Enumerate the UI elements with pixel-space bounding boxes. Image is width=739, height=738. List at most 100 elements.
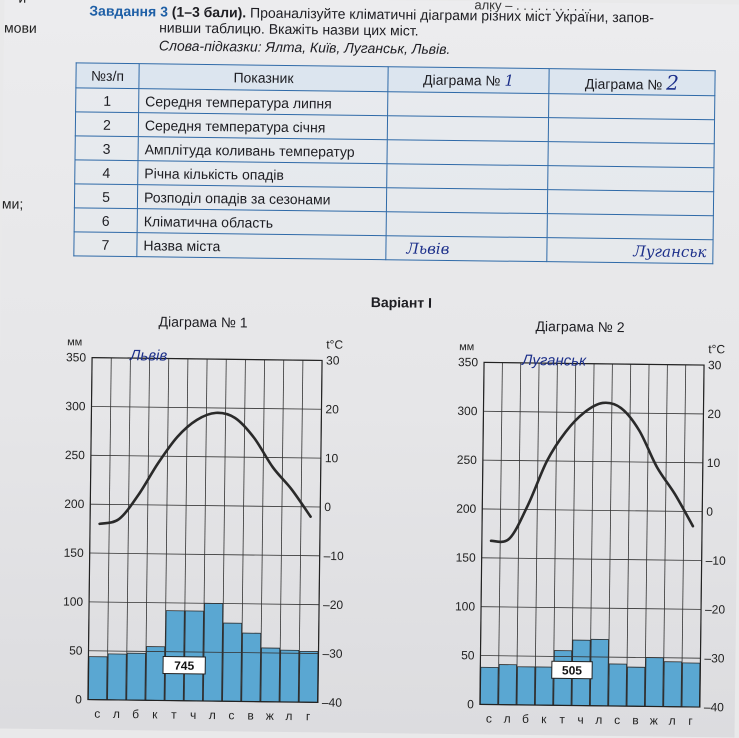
month-label: г xyxy=(688,714,693,728)
precipitation-bar xyxy=(279,649,300,703)
grid-line-vertical xyxy=(279,359,285,702)
month-label: л xyxy=(209,708,216,722)
answer-cell[interactable] xyxy=(386,163,548,190)
grid-line-vertical xyxy=(298,360,304,703)
answer-cell[interactable] xyxy=(548,117,715,144)
precipitation-bar xyxy=(644,657,664,708)
grid-line-vertical xyxy=(662,364,668,707)
grid-line-vertical xyxy=(221,359,227,702)
precipitation-bar xyxy=(589,638,609,707)
chart-2-title: Діаграма № 2 xyxy=(535,318,625,336)
month-label: т xyxy=(171,708,177,722)
row-label: Річна кількість опадів xyxy=(137,160,387,188)
month-label: к xyxy=(541,712,547,726)
grid-line-vertical xyxy=(534,363,540,706)
grid-line-horizontal xyxy=(481,557,702,561)
precipitation-bar xyxy=(88,656,108,701)
answer-cell[interactable] xyxy=(386,211,548,238)
grid-line-horizontal xyxy=(90,503,321,508)
header-indicator: Показник xyxy=(138,63,389,92)
precipitation-bar xyxy=(479,666,499,705)
row-number: 6 xyxy=(74,207,138,233)
grid-line-vertical xyxy=(259,359,265,702)
precipitation-bar xyxy=(298,650,319,703)
grid-line-horizontal xyxy=(482,508,703,513)
grid-line-horizontal xyxy=(88,650,319,654)
answer-cell[interactable] xyxy=(387,115,549,142)
grid-line-horizontal xyxy=(89,552,320,557)
month-label: л xyxy=(669,714,676,728)
month-label: ч xyxy=(577,713,583,727)
header-number: №з/п xyxy=(75,62,140,89)
row-label: Кліматична область xyxy=(137,208,387,236)
month-label: с xyxy=(614,713,620,727)
row-number: 5 xyxy=(74,183,138,209)
month-label: ж xyxy=(266,709,274,723)
right-axis-tick: 20 xyxy=(325,402,339,416)
grid-line-vertical xyxy=(516,362,522,705)
answer-cell[interactable] xyxy=(547,141,715,168)
grid-line-vertical xyxy=(164,358,170,701)
total-precipitation-value: 745 xyxy=(174,659,195,673)
left-axis-tick: 0 xyxy=(467,697,474,711)
answer-cell[interactable] xyxy=(387,91,549,118)
grid-line-vertical xyxy=(607,363,613,706)
answer-cell[interactable] xyxy=(386,187,548,214)
answer-cell[interactable]: Львів xyxy=(385,235,548,262)
month-label: б xyxy=(132,707,139,721)
grid-line-vertical xyxy=(125,358,131,701)
header-diagram-2: Діаграма № 2 xyxy=(548,68,716,96)
row-number: 7 xyxy=(73,231,138,257)
grid-line-vertical xyxy=(589,363,595,706)
variant-label: Варіант І xyxy=(370,294,433,311)
right-axis-tick: 0 xyxy=(324,500,331,514)
left-axis-tick: 350 xyxy=(458,355,479,369)
climate-chart-2: 3503002502001501005003020100–10–20–30–40… xyxy=(455,341,727,728)
grid-line-vertical xyxy=(106,357,112,700)
precipitation-bar xyxy=(241,632,262,703)
grid-line-vertical xyxy=(240,359,246,702)
precipitation-bar xyxy=(107,653,127,701)
header-hand-2: 2 xyxy=(666,70,680,95)
row-number: 2 xyxy=(75,111,139,137)
month-label: л xyxy=(504,712,511,726)
left-axis-tick: 200 xyxy=(456,502,477,516)
precipitation-bar xyxy=(663,661,682,708)
margin-text-2: ми; xyxy=(1,195,24,212)
comparison-table: №з/п Показник Діаграма № 1 Діаграма № 2 … xyxy=(73,62,716,264)
left-axis-tick: 0 xyxy=(75,692,82,706)
left-axis-unit: мм xyxy=(67,336,82,348)
answer-cell[interactable] xyxy=(547,189,714,216)
right-axis-tick: –40 xyxy=(704,700,725,714)
month-label: т xyxy=(559,712,565,726)
answer-cell[interactable] xyxy=(386,139,549,166)
margin-text-top: и xyxy=(18,0,26,6)
grid-line-horizontal xyxy=(90,454,321,459)
precipitation-bar xyxy=(145,646,166,701)
answer-cell[interactable] xyxy=(548,93,715,120)
left-axis-tick: 300 xyxy=(457,404,478,418)
temperature-curve xyxy=(489,401,695,544)
answer-cell[interactable] xyxy=(547,213,714,240)
month-label: ч xyxy=(190,708,196,722)
left-axis-tick: 250 xyxy=(65,448,86,462)
precipitation-bar xyxy=(260,647,281,703)
grid-line-horizontal xyxy=(480,655,701,659)
answer-cell[interactable] xyxy=(547,165,714,192)
precipitation-bar xyxy=(608,663,627,707)
month-label: с xyxy=(94,707,100,721)
month-label: к xyxy=(152,707,158,721)
row-label: Середня температура січня xyxy=(138,112,388,140)
right-axis-tick: –10 xyxy=(706,554,727,568)
month-label: с xyxy=(486,711,492,725)
total-precipitation-value: 505 xyxy=(562,663,583,677)
grid-line-vertical xyxy=(626,364,632,707)
left-axis-tick: 250 xyxy=(457,453,478,467)
header-hand-1: 1 xyxy=(504,71,515,90)
chart-frame xyxy=(87,357,323,704)
climate-chart-1: 3503002502001501005003020100–10–20–30–40… xyxy=(63,336,344,723)
month-label: г xyxy=(306,709,311,723)
right-axis-tick: 30 xyxy=(326,353,340,367)
answer-cell[interactable]: Луганськ xyxy=(546,237,714,264)
